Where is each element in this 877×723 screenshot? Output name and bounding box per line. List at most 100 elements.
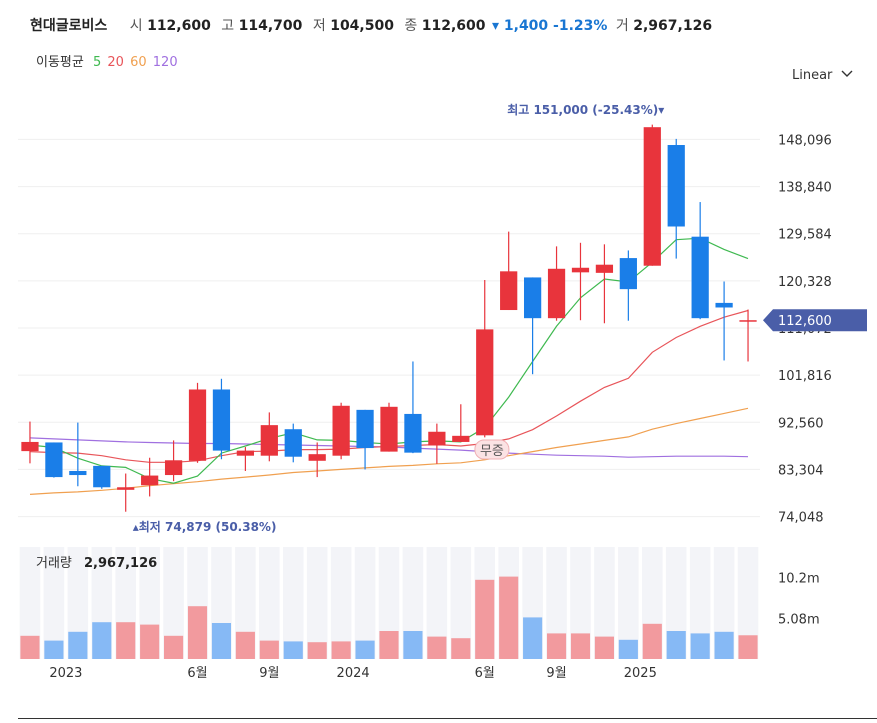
x-tick-label: 2025	[624, 666, 657, 681]
scale-label: Linear	[792, 68, 833, 83]
volume-tick-label: 10.2m	[778, 571, 820, 586]
volume-column-bg	[43, 547, 65, 659]
candle-body	[595, 264, 614, 273]
volume-bar	[642, 623, 662, 659]
volume-column-bg	[306, 547, 328, 659]
volume-bar	[427, 636, 447, 659]
candle-body	[308, 454, 326, 461]
candle-body	[356, 409, 374, 449]
candle	[428, 423, 446, 464]
volume-bar	[259, 640, 279, 659]
volume-column-bg	[546, 547, 567, 659]
candle	[523, 277, 542, 375]
scale-selector[interactable]: Linear	[792, 68, 853, 83]
y-tick-label: 120,328	[778, 275, 832, 290]
candle-body	[332, 405, 350, 456]
volume-bar	[211, 623, 232, 659]
volume-column-bg	[618, 547, 639, 659]
volume-column-bg	[354, 547, 376, 659]
volume-column-bg	[282, 547, 304, 659]
volume-bar	[714, 631, 734, 659]
volume-bar	[475, 579, 495, 659]
close-value: 112,600	[421, 18, 486, 34]
ma-120-legend[interactable]: 120	[152, 55, 178, 70]
volume-column-bg	[330, 547, 352, 659]
volume-bar	[235, 631, 255, 659]
price-header: 현대글로비스 시 112,600 고 114,700 저 104,500 종 1…	[30, 15, 714, 35]
candle-body	[452, 435, 470, 442]
y-tick-label: 101,816	[778, 369, 832, 384]
volume-column-bg	[235, 547, 256, 659]
volume-title-value: 2,967,126	[84, 556, 157, 571]
candle	[715, 281, 733, 361]
x-tick-label: 2024	[337, 666, 370, 681]
candle	[21, 421, 39, 464]
volume-bar	[140, 624, 160, 659]
volume-bar	[44, 640, 64, 659]
candle	[500, 231, 518, 311]
candle-body	[69, 470, 87, 476]
candle	[332, 402, 350, 460]
candle-body	[739, 320, 757, 322]
volume-label: 거	[615, 18, 629, 34]
y-tick-label: 129,584	[778, 228, 832, 243]
candle-body	[141, 475, 159, 486]
candle-body	[643, 127, 661, 266]
volume-column-bg	[19, 547, 41, 659]
volume-tick-label: 5.08m	[778, 612, 820, 627]
x-tick-label: 9월	[259, 666, 279, 681]
candle	[188, 382, 207, 463]
chevron-down-icon	[841, 70, 853, 77]
volume-bar	[570, 633, 591, 659]
volume-column-bg	[67, 547, 89, 659]
ma-20-legend[interactable]: 20	[107, 55, 124, 70]
bottom-divider	[18, 718, 877, 719]
candle-body	[188, 389, 207, 461]
candle-body	[715, 302, 733, 308]
moving-average-legend: 이동평균 5 20 60 120	[36, 51, 183, 70]
volume-column-bg	[450, 547, 472, 659]
ma-5-legend[interactable]: 5	[92, 55, 102, 70]
high-value: 114,700	[238, 18, 303, 34]
candle	[164, 440, 183, 482]
candle	[141, 457, 159, 497]
candle	[404, 361, 422, 454]
y-tick-label: 138,840	[778, 181, 832, 196]
candle	[595, 244, 614, 324]
volume-bar	[68, 631, 88, 659]
candle-body	[45, 442, 63, 478]
volume-column-bg	[737, 547, 759, 659]
candle-body	[547, 268, 566, 319]
low-value: 104,500	[330, 18, 394, 34]
candle	[284, 423, 302, 463]
candle-body	[117, 487, 135, 490]
volume-column-bg	[426, 547, 448, 659]
candle-body	[404, 413, 422, 453]
candle-body	[380, 406, 398, 452]
volume-title: 거래량	[36, 556, 72, 571]
candle-body	[667, 145, 685, 227]
candle	[380, 402, 398, 452]
candle	[619, 250, 637, 321]
candle	[691, 202, 709, 320]
low-label: 저	[312, 18, 326, 34]
low-annotation: ▴최저 74,879 (50.38%)	[133, 519, 277, 534]
volume-column-bg	[259, 547, 280, 659]
volume-bar	[355, 640, 375, 659]
candle-body	[500, 271, 518, 311]
volume-bar	[594, 636, 614, 659]
candle	[260, 412, 278, 462]
ma-60-legend[interactable]: 60	[130, 55, 147, 70]
candle	[93, 465, 111, 489]
high-label: 고	[221, 18, 235, 34]
volume-bar	[20, 635, 40, 659]
volume-bar	[738, 635, 758, 659]
y-tick-label: 83,304	[778, 463, 824, 478]
volume-column-bg	[163, 547, 184, 659]
volume-column-bg	[594, 547, 615, 659]
candle-body	[476, 329, 494, 436]
volume-bar	[379, 631, 399, 659]
candle-body	[428, 431, 446, 446]
candle-body	[523, 277, 542, 319]
